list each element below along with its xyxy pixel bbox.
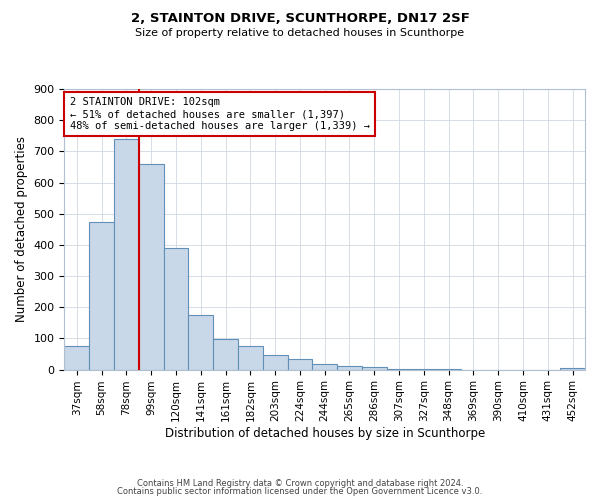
Bar	[560, 368, 585, 370]
Bar	[362, 367, 386, 370]
Bar	[386, 368, 412, 370]
X-axis label: Distribution of detached houses by size in Scunthorpe: Distribution of detached houses by size …	[164, 427, 485, 440]
Bar	[213, 339, 238, 370]
Bar	[287, 360, 313, 370]
Text: 2, STAINTON DRIVE, SCUNTHORPE, DN17 2SF: 2, STAINTON DRIVE, SCUNTHORPE, DN17 2SF	[131, 12, 469, 26]
Bar	[337, 366, 362, 370]
Bar	[412, 369, 436, 370]
Bar	[263, 356, 287, 370]
Text: Contains HM Land Registry data © Crown copyright and database right 2024.: Contains HM Land Registry data © Crown c…	[137, 478, 463, 488]
Y-axis label: Number of detached properties: Number of detached properties	[15, 136, 28, 322]
Bar	[139, 164, 164, 370]
Text: Size of property relative to detached houses in Scunthorpe: Size of property relative to detached ho…	[136, 28, 464, 38]
Bar	[238, 346, 263, 370]
Bar	[188, 315, 213, 370]
Bar	[114, 139, 139, 370]
Bar	[313, 364, 337, 370]
Bar	[89, 222, 114, 370]
Bar	[164, 248, 188, 370]
Text: 2 STAINTON DRIVE: 102sqm
← 51% of detached houses are smaller (1,397)
48% of sem: 2 STAINTON DRIVE: 102sqm ← 51% of detach…	[70, 98, 370, 130]
Bar	[64, 346, 89, 370]
Text: Contains public sector information licensed under the Open Government Licence v3: Contains public sector information licen…	[118, 487, 482, 496]
